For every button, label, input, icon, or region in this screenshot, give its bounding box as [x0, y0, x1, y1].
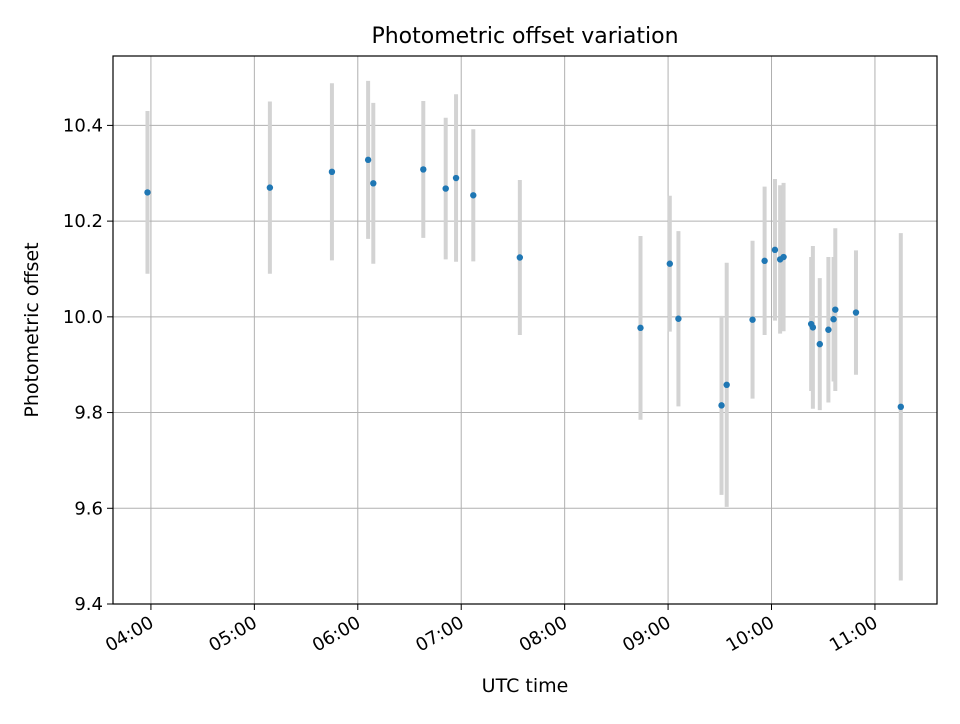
- data-point: [666, 260, 674, 267]
- y-axis-ticks: 9.4 9.6 9.8 10.0 10.2 10.4: [63, 115, 113, 615]
- y-tick-label: 10.2: [63, 211, 103, 232]
- data-point: [749, 316, 756, 323]
- chart-title: Photometric offset variation: [371, 24, 678, 49]
- data-point: [675, 315, 682, 322]
- data-point: [825, 326, 832, 333]
- data-point: [816, 340, 823, 348]
- data-point: [897, 403, 904, 411]
- data-point: [718, 402, 725, 409]
- y-tick-label: 9.8: [74, 403, 103, 424]
- data-point: [723, 381, 730, 388]
- y-tick-label: 10.4: [63, 115, 103, 136]
- data-point: [832, 306, 839, 313]
- data-point: [470, 192, 477, 199]
- y-tick-label: 9.6: [74, 498, 103, 519]
- x-axis-label: UTC time: [482, 675, 569, 697]
- data-point: [328, 168, 336, 176]
- plot-frame: [112, 55, 938, 605]
- y-tick-label: 9.4: [74, 594, 103, 615]
- data-point: [637, 324, 644, 332]
- data-point: [830, 316, 837, 323]
- data-point: [442, 185, 449, 192]
- data-point: [452, 174, 460, 182]
- data-point: [370, 180, 377, 187]
- data-point: [144, 189, 151, 196]
- data-point: [852, 309, 860, 316]
- y-tick-label: 10.0: [63, 307, 103, 328]
- data-point: [266, 184, 274, 191]
- data-point: [771, 246, 779, 254]
- data-point: [809, 324, 817, 331]
- data-points: [144, 156, 904, 411]
- y-axis-label: Photometric offset: [21, 242, 43, 417]
- data-point: [761, 257, 768, 265]
- data-point: [364, 156, 372, 164]
- data-point: [420, 166, 427, 173]
- data-point: [780, 253, 787, 261]
- data-point: [516, 254, 524, 261]
